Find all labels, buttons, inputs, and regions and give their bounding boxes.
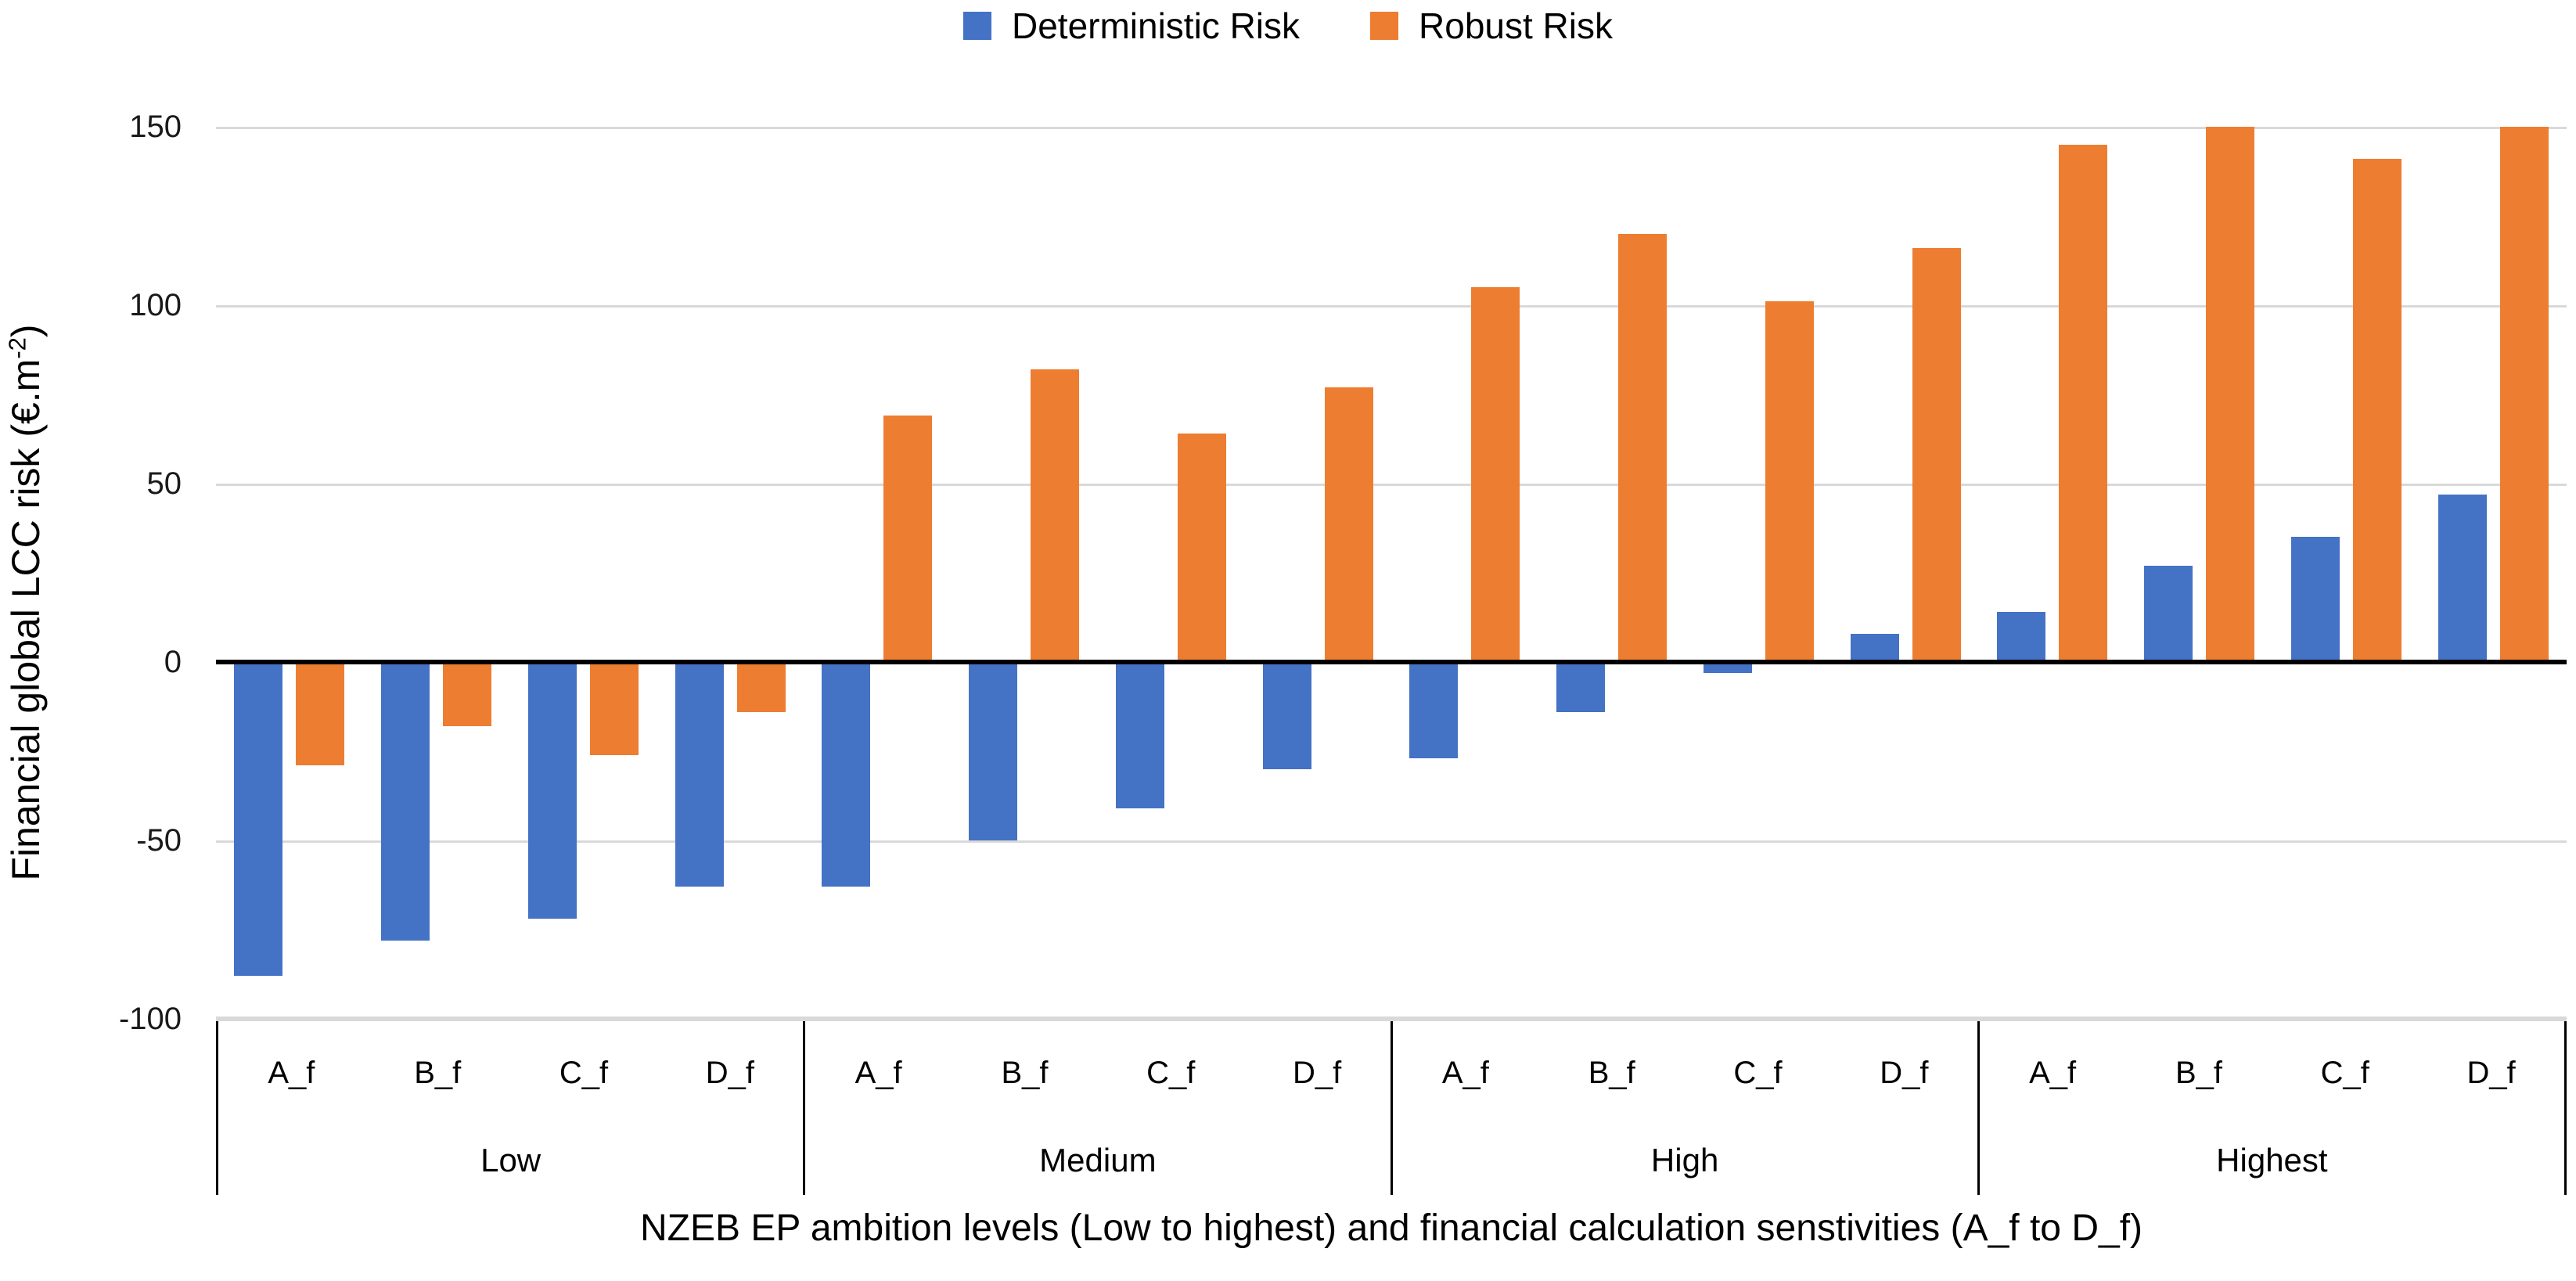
- bar-robust-risk-highest-d_f: [2499, 127, 2549, 662]
- gridline-100: [216, 305, 2567, 308]
- bar-robust-risk-high-b_f: [1618, 233, 1668, 662]
- bar-deterministic-risk-high-d_f: [1850, 633, 1899, 662]
- x-axis-title: NZEB EP ambition levels (Low to highest)…: [639, 1207, 2143, 1249]
- bar-robust-risk-medium-b_f: [1031, 369, 1080, 662]
- sensitivity-label-medium-b_f: B_f: [1001, 1056, 1049, 1091]
- sensitivity-label-low-a_f: A_f: [268, 1056, 315, 1091]
- sensitivity-label-high-a_f: A_f: [1441, 1056, 1489, 1091]
- bar-deterministic-risk-low-b_f: [381, 662, 430, 941]
- bar-deterministic-risk-highest-c_f: [2290, 537, 2340, 662]
- group-label-high: High: [1650, 1141, 1719, 1178]
- y-tick-label--100: -100: [118, 1002, 182, 1036]
- sensitivity-label-high-c_f: C_f: [1733, 1056, 1783, 1091]
- sensitivity-label-low-d_f: D_f: [705, 1056, 754, 1091]
- bar-robust-risk-medium-a_f: [883, 416, 933, 662]
- bar-robust-risk-high-c_f: [1765, 301, 1814, 662]
- bar-deterministic-risk-medium-d_f: [1262, 662, 1311, 769]
- category-group-highest: A_f B_f C_f D_f Highest: [1977, 1021, 2567, 1195]
- sensitivity-label-highest-a_f: A_f: [2029, 1056, 2077, 1091]
- bar-deterministic-risk-high-c_f: [1703, 662, 1752, 673]
- sensitivity-label-medium-d_f: D_f: [1292, 1056, 1342, 1091]
- gridline--50: [216, 840, 2567, 843]
- bar-deterministic-risk-medium-a_f: [822, 662, 871, 887]
- bar-robust-risk-high-d_f: [1912, 248, 1961, 662]
- sensitivity-label-row: A_f B_f C_f D_f: [1393, 1021, 1977, 1125]
- category-group-medium: A_f B_f C_f D_f Medium: [803, 1021, 1390, 1195]
- bar-deterministic-risk-highest-d_f: [2437, 494, 2487, 662]
- sensitivity-label-low-c_f: C_f: [559, 1056, 609, 1091]
- group-label-highest: Highest: [2216, 1141, 2328, 1178]
- bar-robust-risk-highest-a_f: [2059, 144, 2108, 662]
- y-axis-title-close: ): [4, 324, 48, 338]
- bar-robust-risk-low-a_f: [296, 662, 345, 766]
- bar-robust-risk-highest-c_f: [2352, 159, 2402, 662]
- bar-robust-risk-high-a_f: [1471, 287, 1520, 662]
- gridline-50: [216, 484, 2567, 486]
- sensitivity-label-high-d_f: D_f: [1880, 1056, 1929, 1091]
- y-axis-title: Financial global LCC risk (€.m-2): [3, 133, 56, 1072]
- category-axis: A_f B_f C_f D_f Low A_f B_f C_f D_f Medium A_f B_f C…: [216, 1019, 2567, 1195]
- legend-item-deterministic: Deterministic Risk: [962, 5, 1301, 47]
- bar-deterministic-risk-highest-b_f: [2144, 565, 2193, 662]
- bar-robust-risk-low-c_f: [589, 662, 639, 755]
- y-tick-label--50: -50: [136, 823, 182, 858]
- zero-axis-line: [216, 660, 2567, 664]
- legend: Deterministic Risk Robust Risk: [0, 5, 2576, 47]
- sensitivity-label-row: A_f B_f C_f D_f: [1980, 1021, 2564, 1125]
- bar-robust-risk-medium-d_f: [1324, 387, 1373, 662]
- bar-deterministic-risk-low-d_f: [675, 662, 724, 887]
- robust-swatch-icon: [1370, 12, 1399, 40]
- bar-deterministic-risk-medium-c_f: [1115, 662, 1164, 808]
- sensitivity-label-medium-c_f: C_f: [1146, 1056, 1196, 1091]
- group-label-low: Low: [480, 1141, 541, 1178]
- sensitivity-label-highest-c_f: C_f: [2320, 1056, 2369, 1091]
- legend-label-robust: Robust Risk: [1419, 5, 1613, 46]
- y-axis-title-superscript: -2: [3, 337, 31, 359]
- category-group-high: A_f B_f C_f D_f High: [1390, 1021, 1977, 1195]
- bar-robust-risk-medium-c_f: [1177, 434, 1226, 662]
- bar-deterministic-risk-high-b_f: [1556, 662, 1606, 712]
- sensitivity-label-row: A_f B_f C_f D_f: [805, 1021, 1390, 1125]
- sensitivity-label-high-b_f: B_f: [1588, 1056, 1635, 1091]
- sensitivity-label-highest-d_f: D_f: [2466, 1056, 2516, 1091]
- y-tick-label-0: 0: [164, 645, 182, 679]
- bar-deterministic-risk-high-a_f: [1409, 662, 1459, 759]
- bar-deterministic-risk-highest-a_f: [1997, 612, 2046, 662]
- bar-robust-risk-highest-b_f: [2206, 127, 2255, 662]
- y-tick-label-100: 100: [129, 288, 182, 322]
- y-tick-label-150: 150: [129, 110, 182, 144]
- bar-deterministic-risk-low-a_f: [234, 662, 283, 977]
- legend-label-deterministic: Deterministic Risk: [1011, 5, 1301, 46]
- sensitivity-label-highest-b_f: B_f: [2175, 1056, 2222, 1091]
- deterministic-swatch-icon: [962, 12, 991, 40]
- bar-robust-risk-low-b_f: [443, 662, 492, 727]
- legend-item-robust: Robust Risk: [1370, 5, 1613, 47]
- sensitivity-label-row: A_f B_f C_f D_f: [218, 1021, 803, 1125]
- sensitivity-label-low-b_f: B_f: [414, 1056, 462, 1091]
- gridline--100: [216, 1017, 2567, 1019]
- y-axis-title-main: Financial global LCC risk (€.m: [4, 358, 48, 881]
- bar-deterministic-risk-low-c_f: [527, 662, 577, 919]
- sensitivity-label-medium-a_f: A_f: [854, 1056, 902, 1091]
- y-tick-label-50: 50: [146, 466, 182, 501]
- bar-deterministic-risk-medium-b_f: [969, 662, 1018, 840]
- plot-area: [216, 127, 2567, 1019]
- category-group-low: A_f B_f C_f D_f Low: [216, 1021, 803, 1195]
- group-label-medium: Medium: [1039, 1141, 1157, 1178]
- gridline-150: [216, 127, 2567, 129]
- bar-robust-risk-low-d_f: [736, 662, 786, 712]
